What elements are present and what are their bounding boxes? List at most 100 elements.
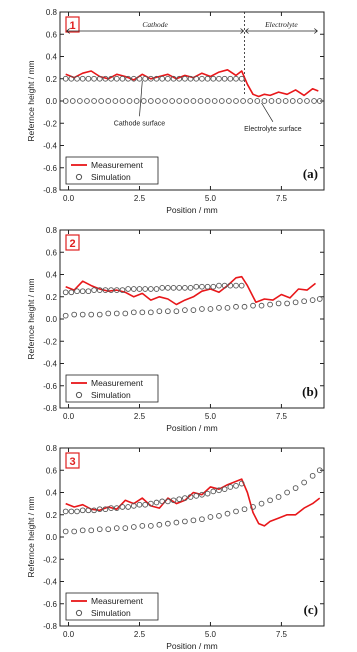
simulation-point <box>96 75 103 82</box>
simulation-point <box>136 75 143 82</box>
simulation-point <box>130 524 137 530</box>
simulation-point <box>233 303 239 310</box>
simulation-point <box>176 98 183 104</box>
simulation-point <box>183 98 190 104</box>
simulation-point <box>68 75 75 82</box>
simulation-point <box>85 507 92 514</box>
simulation-point <box>297 98 303 104</box>
simulation-point <box>170 285 177 291</box>
simulation-point <box>268 98 275 104</box>
simulation-point <box>292 485 299 491</box>
simulation-point <box>224 305 231 311</box>
x-tick-label: 2.5 <box>134 412 146 421</box>
panel-number-badge <box>65 16 80 33</box>
simulation-point <box>91 98 97 104</box>
simulation-point <box>74 508 80 515</box>
x-axis-label: Position / mm <box>166 205 218 215</box>
region-label: Electrolyte <box>264 20 298 29</box>
panel-number-badge <box>65 234 80 251</box>
simulation-point <box>289 98 296 104</box>
simulation-point <box>79 311 86 318</box>
y-tick-label: -0.6 <box>43 382 57 391</box>
legend-simulation-label: Simulation <box>91 172 131 182</box>
simulation-point <box>316 296 323 302</box>
simulation-point <box>79 288 86 295</box>
y-tick-label: 0.2 <box>46 293 58 302</box>
simulation-point <box>169 98 175 104</box>
simulation-point <box>153 499 160 506</box>
simulation-point <box>147 286 154 292</box>
simulation-point <box>250 302 256 309</box>
simulation-point <box>69 98 76 104</box>
y-tick-label: 0.0 <box>46 97 58 106</box>
simulation-point <box>221 282 228 289</box>
simulation-point <box>199 491 205 498</box>
simulation-point <box>105 310 112 317</box>
simulation-point <box>71 311 78 318</box>
simulation-point <box>133 98 140 104</box>
simulation-point <box>79 75 86 82</box>
y-tick-label: 0.8 <box>46 8 58 17</box>
simulation-point <box>102 287 109 293</box>
y-tick-label: -0.6 <box>43 600 57 609</box>
y-tick-label: 0.2 <box>46 75 58 84</box>
simulation-point <box>284 489 290 496</box>
simulation-point <box>84 98 90 104</box>
simulation-point <box>130 286 137 292</box>
simulation-point <box>199 283 205 290</box>
legend-simulation-label: Simulation <box>91 608 131 618</box>
x-tick-label: 7.5 <box>276 412 288 421</box>
simulation-point <box>113 75 120 82</box>
simulation-point <box>91 507 97 514</box>
y-tick-label: 0.0 <box>46 533 58 542</box>
simulation-point <box>125 75 131 82</box>
simulation-point <box>190 517 197 524</box>
simulation-point <box>182 285 188 291</box>
simulation-point <box>173 519 180 526</box>
chart-panel-1: 0.8 0.6 0.4 0.2 0.0 -0.2 -0.4 -0.6 -0.8 0.0 2.5 5.0… <box>26 8 325 215</box>
simulation-point <box>165 308 171 315</box>
simulation-point <box>204 283 211 290</box>
simulation-point <box>170 497 177 504</box>
simulation-point <box>197 98 204 104</box>
region-arrow-right <box>240 28 245 34</box>
simulation-point <box>155 98 161 104</box>
simulation-point <box>187 285 194 291</box>
simulation-point <box>122 310 129 317</box>
x-tick-label: 2.5 <box>134 194 146 203</box>
chart-panel-2: 0.8 0.6 0.4 0.2 0.0 -0.2 -0.4 -0.6 -0.8 0.0 2.5 5.0… <box>26 226 325 433</box>
simulation-point <box>238 480 245 487</box>
simulation-point <box>173 308 180 315</box>
simulation-point <box>204 75 211 82</box>
simulation-point <box>190 307 197 313</box>
simulation-point <box>62 98 69 104</box>
simulation-point <box>204 490 211 497</box>
x-tick-label: 7.5 <box>276 194 288 203</box>
simulation-point <box>193 492 200 499</box>
simulation-point <box>165 498 171 505</box>
legend-box <box>65 592 159 621</box>
simulation-point <box>62 508 69 515</box>
simulation-point <box>258 500 265 507</box>
simulation-point <box>311 98 317 104</box>
simulation-point <box>204 98 211 104</box>
simulation-point <box>199 75 205 82</box>
series-simulation <box>62 467 323 535</box>
simulation-point <box>238 282 245 289</box>
simulation-point <box>301 479 307 486</box>
panel-letter: (b) <box>302 384 318 399</box>
legend-measurement-label: Measurement <box>91 160 144 170</box>
region-arrow-left <box>244 28 249 34</box>
x-tick-label: 5.0 <box>205 194 217 203</box>
x-tick-label: 7.5 <box>276 630 288 639</box>
chart-panel-3: 0.8 0.6 0.4 0.2 0.0 -0.2 -0.4 -0.6 -0.8 0.0 2.5 5.0… <box>26 444 325 651</box>
legend-simulation-swatch <box>75 609 83 617</box>
simulation-point <box>96 506 103 513</box>
simulation-point <box>241 506 248 513</box>
region-arrow-left <box>66 28 70 34</box>
simulation-point <box>108 287 114 293</box>
y-tick-label: 0.0 <box>46 315 58 324</box>
y-tick-label: 0.6 <box>46 248 58 257</box>
simulation-point <box>165 520 171 527</box>
